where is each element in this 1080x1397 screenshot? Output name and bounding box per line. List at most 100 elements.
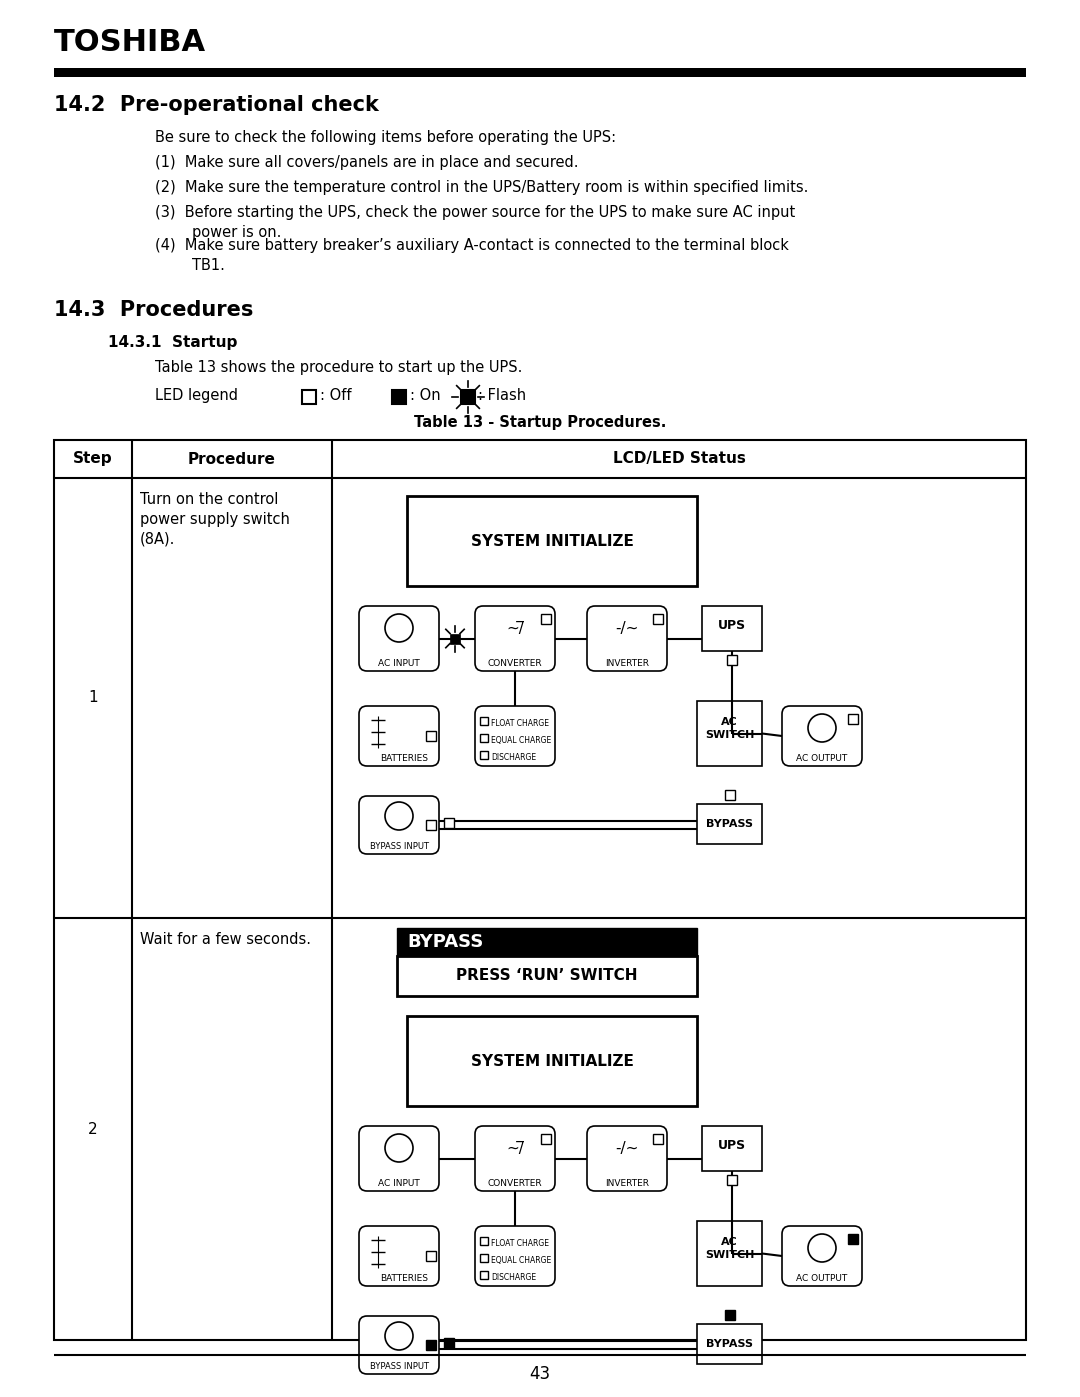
Text: SYSTEM INITIALIZE: SYSTEM INITIALIZE	[471, 1053, 634, 1069]
Bar	[653, 615, 663, 624]
Bar	[697, 1221, 762, 1287]
Bar	[426, 820, 436, 830]
FancyBboxPatch shape	[359, 1126, 438, 1192]
Text: BYPASS: BYPASS	[706, 1338, 753, 1350]
Text: PRESS ‘RUN’ SWITCH: PRESS ‘RUN’ SWITCH	[456, 968, 638, 983]
Text: : Off: : Off	[320, 388, 351, 402]
Text: UPS: UPS	[718, 1139, 746, 1153]
Text: FLOAT CHARGE: FLOAT CHARGE	[491, 1239, 549, 1249]
FancyBboxPatch shape	[475, 1126, 555, 1192]
Bar	[426, 1250, 436, 1261]
Bar	[480, 1255, 488, 1261]
Text: AC
SWITCH: AC SWITCH	[705, 717, 754, 740]
Text: BATTERIES: BATTERIES	[380, 1274, 428, 1282]
Bar	[541, 615, 551, 624]
Bar	[450, 633, 460, 644]
Text: EQUAL CHARGE: EQUAL CHARGE	[491, 1256, 551, 1266]
Text: ~/̅: ~/̅	[507, 620, 524, 636]
Bar	[725, 789, 734, 800]
Text: 2: 2	[89, 1122, 98, 1137]
Text: 43: 43	[529, 1365, 551, 1383]
FancyBboxPatch shape	[782, 705, 862, 766]
Bar	[697, 701, 762, 766]
FancyBboxPatch shape	[475, 1227, 555, 1287]
Text: -/~: -/~	[616, 620, 638, 636]
Bar	[480, 1236, 488, 1245]
Text: CONVERTER: CONVERTER	[488, 1179, 542, 1187]
FancyBboxPatch shape	[359, 606, 438, 671]
Bar	[480, 733, 488, 742]
Text: BYPASS: BYPASS	[407, 933, 484, 951]
FancyBboxPatch shape	[588, 1126, 667, 1192]
Text: Procedure: Procedure	[188, 451, 275, 467]
Text: (2)  Make sure the temperature control in the UPS/Battery room is within specifi: (2) Make sure the temperature control in…	[156, 180, 808, 196]
Text: AC INPUT: AC INPUT	[378, 659, 420, 668]
Bar	[702, 1126, 762, 1171]
Text: (4)  Make sure battery breaker’s auxiliary A-contact is connected to the termina: (4) Make sure battery breaker’s auxiliar…	[156, 237, 788, 272]
Bar	[697, 805, 762, 844]
Text: : On: : On	[410, 388, 441, 402]
Bar	[725, 1310, 734, 1320]
Bar	[407, 496, 697, 585]
FancyBboxPatch shape	[359, 705, 438, 766]
Bar	[727, 1175, 737, 1185]
Text: SYSTEM INITIALIZE: SYSTEM INITIALIZE	[471, 534, 634, 549]
FancyBboxPatch shape	[359, 796, 438, 854]
Text: -/~: -/~	[616, 1140, 638, 1155]
Bar	[54, 440, 1026, 1340]
Text: (3)  Before starting the UPS, check the power source for the UPS to make sure AC: (3) Before starting the UPS, check the p…	[156, 205, 795, 240]
Text: EQUAL CHARGE: EQUAL CHARGE	[491, 736, 551, 746]
FancyBboxPatch shape	[475, 606, 555, 671]
Bar	[426, 1340, 436, 1350]
Bar	[702, 606, 762, 651]
Bar	[848, 1234, 858, 1243]
Bar	[444, 819, 454, 828]
Text: FLOAT CHARGE: FLOAT CHARGE	[491, 719, 549, 728]
Bar	[54, 68, 1026, 77]
Text: 14.2  Pre-operational check: 14.2 Pre-operational check	[54, 95, 379, 115]
Text: 14.3.1  Startup: 14.3.1 Startup	[108, 335, 238, 351]
FancyBboxPatch shape	[782, 1227, 862, 1287]
Text: AC OUTPUT: AC OUTPUT	[796, 754, 848, 763]
Text: BATTERIES: BATTERIES	[380, 754, 428, 763]
FancyBboxPatch shape	[475, 705, 555, 766]
Text: AC OUTPUT: AC OUTPUT	[796, 1274, 848, 1282]
Bar	[426, 731, 436, 740]
Text: DISCHARGE: DISCHARGE	[491, 1274, 536, 1282]
Text: TOSHIBA: TOSHIBA	[54, 28, 206, 57]
Text: (1)  Make sure all covers/panels are in place and secured.: (1) Make sure all covers/panels are in p…	[156, 155, 579, 170]
Text: LCD/LED Status: LCD/LED Status	[612, 451, 745, 467]
Text: Table 13 shows the procedure to start up the UPS.: Table 13 shows the procedure to start up…	[156, 360, 523, 374]
Text: Be sure to check the following items before operating the UPS:: Be sure to check the following items bef…	[156, 130, 616, 145]
Text: Wait for a few seconds.: Wait for a few seconds.	[140, 932, 311, 947]
Bar	[407, 1016, 697, 1106]
Text: Turn on the control
power supply switch
(8A).: Turn on the control power supply switch …	[140, 492, 289, 546]
Text: : Flash: : Flash	[478, 388, 526, 402]
Text: CONVERTER: CONVERTER	[488, 659, 542, 668]
Bar	[480, 717, 488, 725]
Text: BYPASS INPUT: BYPASS INPUT	[369, 842, 429, 851]
Bar	[697, 1324, 762, 1363]
Text: LED legend: LED legend	[156, 388, 238, 402]
Bar	[392, 390, 406, 404]
FancyBboxPatch shape	[588, 606, 667, 671]
Bar	[444, 1338, 454, 1348]
Text: AC
SWITCH: AC SWITCH	[705, 1236, 754, 1260]
Text: 1: 1	[89, 690, 98, 705]
Bar	[302, 390, 316, 404]
Bar	[461, 390, 475, 404]
Bar	[653, 1134, 663, 1144]
Text: Step: Step	[73, 451, 112, 467]
Bar	[397, 956, 697, 996]
Text: INVERTER: INVERTER	[605, 1179, 649, 1187]
Text: AC INPUT: AC INPUT	[378, 1179, 420, 1187]
FancyBboxPatch shape	[359, 1227, 438, 1287]
Bar	[480, 1271, 488, 1280]
FancyBboxPatch shape	[359, 1316, 438, 1375]
Bar	[727, 655, 737, 665]
Text: ~/̅: ~/̅	[507, 1140, 524, 1155]
Text: DISCHARGE: DISCHARGE	[491, 753, 536, 763]
Text: INVERTER: INVERTER	[605, 659, 649, 668]
Bar	[480, 752, 488, 759]
Text: UPS: UPS	[718, 619, 746, 631]
